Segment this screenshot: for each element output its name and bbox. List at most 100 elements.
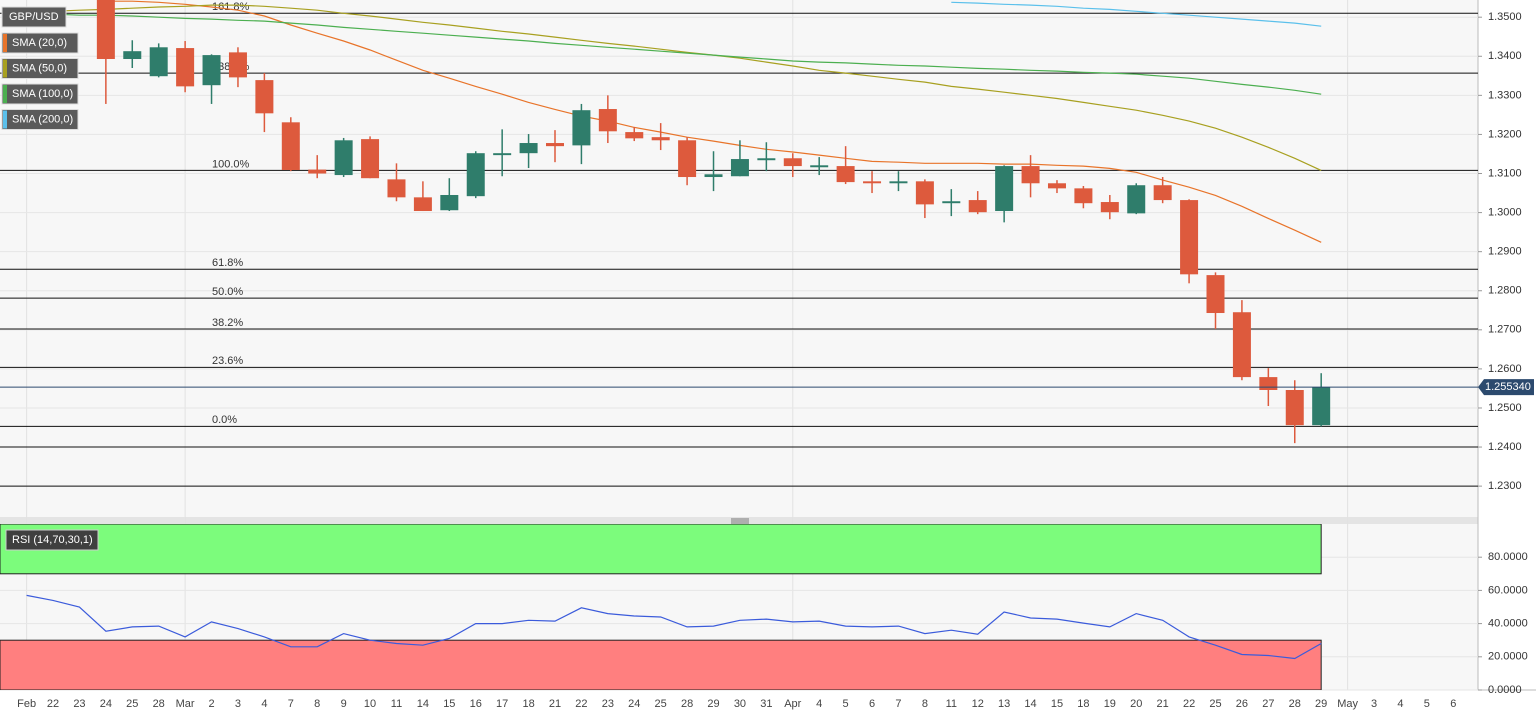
x-tick-label: 23 [73,698,85,710]
candle-body [466,153,485,197]
candle-body [968,200,987,213]
y-tick-label: 1.2400 [1488,441,1522,453]
candle-body [1259,377,1278,390]
candle-body [123,51,142,60]
x-tick-label: 16 [470,698,482,710]
sma-line [105,0,1322,243]
candle-body [149,47,168,77]
y-tick-label: 1.2900 [1488,246,1522,258]
x-tick-label: 8 [314,698,320,710]
x-tick-label: 4 [1397,698,1403,710]
x-tick-label: 31 [760,698,772,710]
x-tick-label: 19 [1104,698,1116,710]
candle-body [281,122,300,170]
rsi-zone [0,639,1322,690]
x-tick-label: 28 [681,698,693,710]
candle-body [1021,166,1040,184]
x-tick-label: 20 [1130,698,1142,710]
y-tick-label: 1.2300 [1488,480,1522,492]
candle-body [810,165,829,168]
y-tick-label: 20.0000 [1488,651,1528,663]
candle-body [1127,185,1146,214]
x-tick-label: 28 [153,698,165,710]
candle-body [255,80,274,114]
x-tick-label: 3 [235,698,241,710]
x-tick-label: 10 [364,698,376,710]
x-tick-label: 18 [1077,698,1089,710]
fib-label: 100.0% [212,158,250,170]
x-tick-label: 2 [208,698,214,710]
x-tick-label: 18 [522,698,534,710]
legend-swatch [3,34,7,52]
x-tick-label: 24 [628,698,640,710]
candle-body [836,166,855,183]
x-tick-label: Apr [784,698,801,710]
legend-title: GBP/USD [9,11,59,23]
candle-body [546,143,564,147]
candle-body [915,181,934,205]
candle-body [651,137,670,141]
x-tick-label: 6 [1450,698,1456,710]
y-tick-label: 1.2800 [1488,285,1522,297]
legend-swatch [3,110,7,129]
candle-body [519,143,538,154]
candle-body [440,194,459,211]
x-tick-label: Mar [176,698,195,710]
legend-box [1,83,79,105]
candle-body [1285,389,1304,426]
candle-body [202,55,221,86]
x-tick-label: 22 [575,698,587,710]
legend-label: SMA (50,0) [12,62,67,74]
x-tick-label: 14 [417,698,429,710]
x-tick-label: 11 [391,698,402,710]
candle-body [387,179,406,198]
x-tick-label: 5 [1424,698,1430,710]
last-price-box [1478,379,1534,396]
legend-swatch [3,59,7,78]
legend-box [1,32,79,54]
x-tick-label: 5 [843,698,849,710]
x-tick-label: 8 [922,698,928,710]
x-tick-label: 21 [1157,698,1169,710]
rsi-title-box [5,529,99,551]
candle-body [1047,183,1066,189]
candle-body [730,159,749,177]
x-tick-label: Feb [17,698,36,710]
x-tick-label: 12 [972,698,984,710]
x-tick-label: 17 [496,698,508,710]
x-tick-label: 29 [1315,698,1327,710]
x-tick-label: 24 [100,698,112,710]
fib-label: 50.0% [212,286,243,298]
y-tick-label: 1.2500 [1488,402,1522,414]
y-tick-label: 1.3200 [1488,128,1522,140]
candle-body [361,139,380,179]
fib-label: 61.8% [212,257,243,269]
divider-handle[interactable] [731,518,749,524]
candle-body [1180,200,1199,275]
x-tick-label: 4 [816,698,822,710]
sma-line [26,13,1322,95]
candle-body [96,0,115,60]
sma-line [951,1,1322,27]
x-tick-label: 25 [655,698,667,710]
x-tick-label: 3 [1371,698,1377,710]
legend-label: SMA (200,0) [12,113,73,125]
y-tick-label: 60.0000 [1488,584,1528,596]
x-tick-label: 28 [1289,698,1301,710]
y-tick-label: 0.0000 [1488,684,1522,696]
candle-body [598,109,617,132]
y-tick-label: 1.2700 [1488,324,1522,336]
y-tick-label: 40.0000 [1488,618,1528,630]
candle-body [889,181,908,184]
x-tick-label: 27 [1262,698,1274,710]
legend-box [1,58,79,79]
x-tick-label: 15 [443,698,455,710]
candle-body [995,166,1014,212]
legend-label: SMA (20,0) [12,37,67,49]
rsi-line [26,594,1322,660]
x-tick-label: 9 [341,698,347,710]
y-tick-label: 1.3000 [1488,206,1522,218]
candle-body [1100,202,1119,213]
x-tick-label: 22 [1183,698,1195,710]
